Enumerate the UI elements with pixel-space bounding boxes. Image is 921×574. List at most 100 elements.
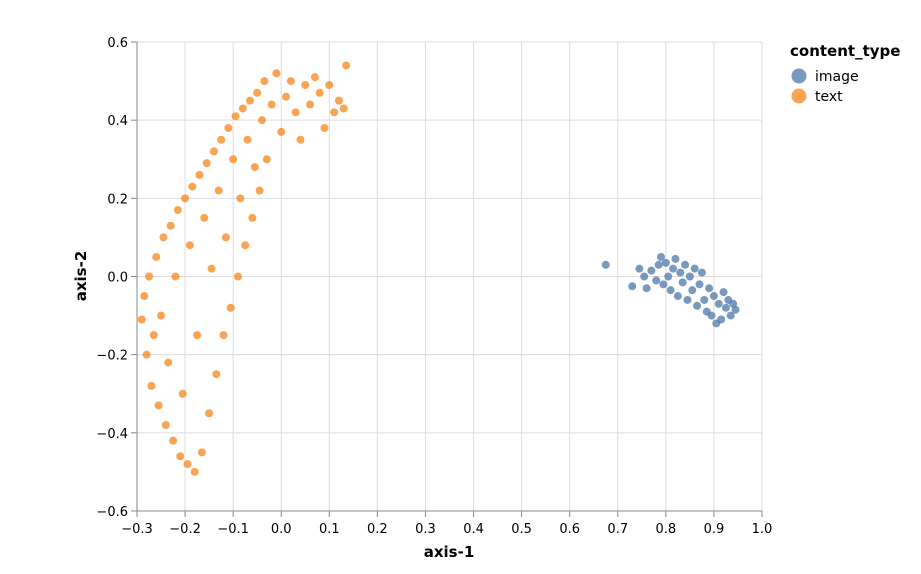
image-point — [640, 272, 649, 281]
x-tick-label: 0.4 — [463, 522, 484, 537]
text-point — [159, 233, 168, 242]
text-point — [145, 272, 154, 281]
text-point — [233, 272, 242, 281]
image-point — [693, 301, 702, 310]
y-axis-title: axis-2 — [72, 251, 90, 302]
text-point — [154, 401, 163, 410]
y-tick-label: 0.4 — [107, 114, 128, 129]
image-point — [601, 260, 610, 269]
image-point — [628, 282, 637, 291]
image-point — [642, 284, 651, 293]
image-point — [676, 268, 685, 277]
x-tick-label: 0.9 — [704, 522, 725, 537]
text-point — [193, 331, 202, 340]
text-point — [339, 104, 348, 113]
text-point — [296, 135, 305, 144]
image-point — [707, 311, 716, 320]
y-tick-label: −0.4 — [96, 427, 128, 442]
y-tick-label: −0.2 — [96, 349, 128, 364]
text-point — [236, 194, 245, 203]
image-point — [678, 278, 687, 287]
text-point — [142, 350, 151, 359]
y-tick-label: −0.6 — [96, 505, 128, 520]
text-point — [262, 155, 271, 164]
text-point — [231, 112, 240, 121]
text-point — [301, 80, 310, 89]
image-point — [697, 268, 706, 277]
image-point — [690, 264, 699, 273]
image-point — [661, 258, 670, 267]
x-axis-ticks: −0.3 −0.2 −0.1 0.0 0.1 0.2 0.3 0.4 0.5 0.6 0.7 0.8 0… — [121, 511, 772, 537]
image-point — [635, 264, 644, 273]
legend-swatch-image — [791, 68, 807, 84]
text-point — [253, 88, 262, 97]
image-point — [731, 305, 740, 314]
text-point — [169, 436, 178, 445]
text-point — [157, 311, 166, 320]
text-point — [286, 77, 295, 86]
image-point — [669, 264, 678, 273]
text-point — [250, 163, 259, 172]
text-point — [241, 241, 250, 250]
image-point — [705, 284, 714, 293]
grid-lines — [136, 41, 763, 512]
legend-entries: image text — [791, 68, 859, 105]
text-point — [152, 252, 161, 261]
text-point — [282, 92, 291, 101]
image-point — [681, 260, 690, 269]
x-tick-label: 0.2 — [367, 522, 388, 537]
y-tick-label: 0.0 — [107, 271, 128, 286]
text-point — [260, 77, 269, 86]
legend-swatch-text — [791, 88, 807, 104]
text-point — [224, 123, 233, 132]
text-point — [221, 233, 230, 242]
text-point — [178, 389, 187, 398]
text-point — [277, 127, 286, 136]
x-tick-label: 0.0 — [271, 522, 292, 537]
y-tick-label: 0.6 — [107, 36, 128, 51]
image-point — [657, 252, 666, 261]
image-point — [666, 286, 675, 295]
image-point — [700, 295, 709, 304]
image-point — [659, 280, 668, 289]
text-point — [245, 96, 254, 105]
legend-label-image: image — [815, 69, 859, 85]
image-point — [688, 286, 697, 295]
text-point — [315, 88, 324, 97]
image-point — [673, 292, 682, 301]
x-tick-label: −0.1 — [217, 522, 249, 537]
text-point — [342, 61, 351, 70]
text-point — [173, 206, 182, 215]
text-point — [190, 467, 199, 476]
data-points — [137, 61, 740, 476]
text-point — [310, 73, 319, 82]
text-point — [161, 421, 170, 430]
x-tick-label: 1.0 — [752, 522, 773, 537]
legend-title: content_type — [790, 42, 900, 60]
text-point — [202, 159, 211, 168]
text-point — [214, 186, 223, 195]
text-point — [229, 155, 238, 164]
image-point — [664, 272, 673, 281]
text-point — [238, 104, 247, 113]
x-tick-label: −0.2 — [169, 522, 201, 537]
text-point — [149, 331, 158, 340]
image-point — [683, 295, 692, 304]
image-point — [721, 303, 730, 312]
text-point — [185, 241, 194, 250]
x-axis-title: axis-1 — [424, 543, 475, 561]
image-point — [719, 288, 728, 297]
text-point — [181, 194, 190, 203]
image-point — [671, 254, 680, 263]
text-point — [200, 213, 209, 222]
text-point — [195, 170, 204, 179]
text-point — [255, 186, 264, 195]
text-point — [183, 460, 192, 469]
legend: content_type image text — [790, 42, 900, 105]
image-point — [717, 315, 726, 324]
text-point — [147, 381, 156, 390]
text-point — [248, 213, 257, 222]
x-tick-label: 0.6 — [559, 522, 580, 537]
x-tick-label: 0.7 — [607, 522, 628, 537]
